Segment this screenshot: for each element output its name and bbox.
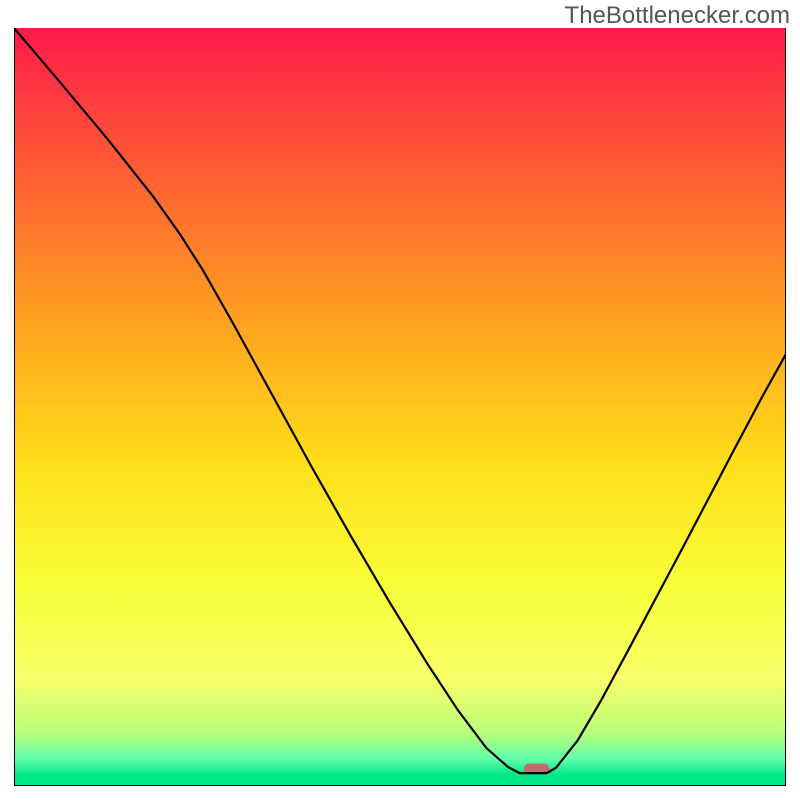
- plot-svg: [14, 28, 786, 786]
- plot-borders: [14, 28, 786, 786]
- bottleneck-chart: TheBottlenecker.com: [0, 0, 800, 800]
- watermark-text: TheBottlenecker.com: [565, 2, 790, 30]
- bottleneck-curve: [14, 28, 786, 773]
